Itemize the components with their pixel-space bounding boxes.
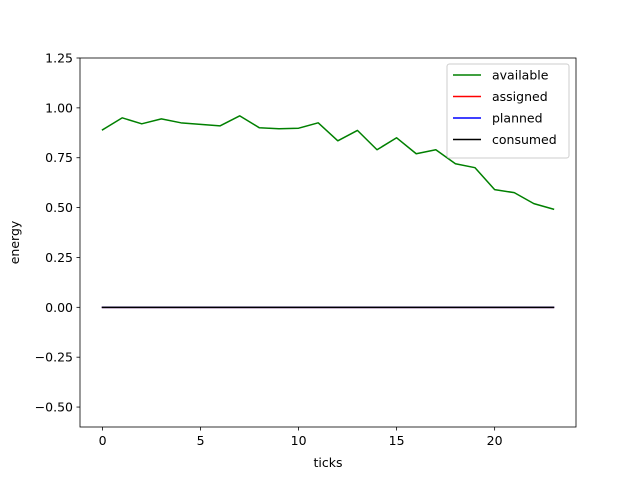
y-tick-label: 0.25 xyxy=(45,250,73,265)
legend-box xyxy=(446,63,570,159)
y-tick-label: −0.50 xyxy=(35,400,73,415)
legend-label-assigned: assigned xyxy=(492,89,548,104)
series-layer xyxy=(101,115,555,309)
y-tick-label: −0.25 xyxy=(35,350,73,365)
legend-label-consumed: consumed xyxy=(492,132,557,147)
legend-label-planned: planned xyxy=(492,111,543,126)
x-tick-label: 5 xyxy=(197,433,205,448)
legend: available assigned planned consumed xyxy=(446,63,570,159)
axes-layer: 0 5 10 15 20 −0.50 −0.25 0.00 0.25 0.50 0.75 1.00 1.… xyxy=(35,51,577,448)
y-tick-label: 0.75 xyxy=(45,150,73,165)
y-tick-label: 0.50 xyxy=(45,200,73,215)
y-tick-label: 0.00 xyxy=(45,300,73,315)
x-tick-label: 0 xyxy=(99,433,107,448)
y-tick-label: 1.25 xyxy=(45,51,73,66)
x-tick-label: 10 xyxy=(291,433,307,448)
series-line-available xyxy=(101,115,555,211)
x-axis-label: ticks xyxy=(314,455,343,470)
legend-label-available: available xyxy=(492,68,549,83)
y-axis-label: energy xyxy=(7,220,22,264)
y-tick-label: 1.00 xyxy=(45,100,73,115)
x-tick-label: 20 xyxy=(487,433,503,448)
plot-frame xyxy=(79,57,577,428)
x-tick-label: 15 xyxy=(389,433,405,448)
